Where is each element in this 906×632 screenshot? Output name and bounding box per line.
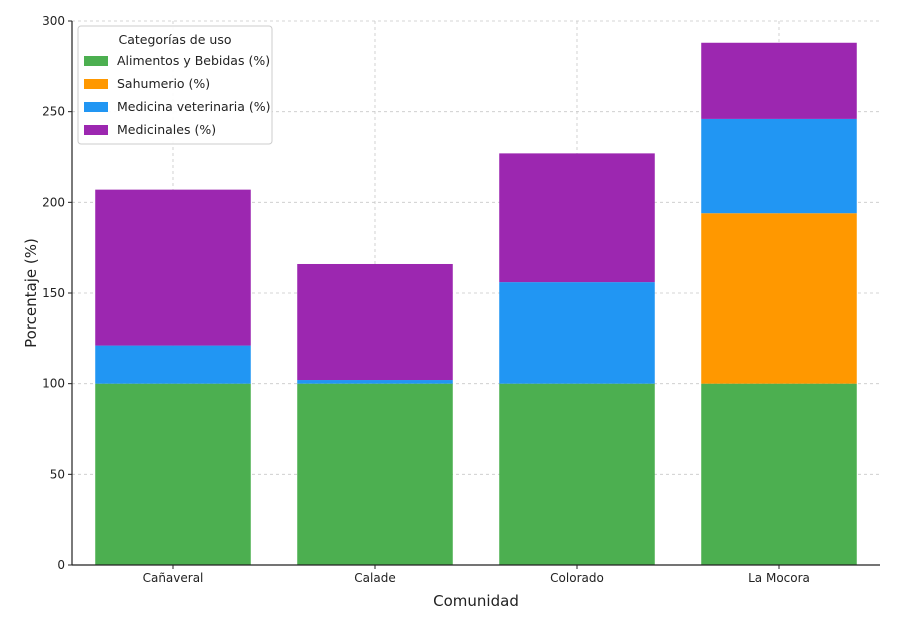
- legend-label: Medicinales (%): [117, 122, 216, 137]
- legend-label: Sahumerio (%): [117, 76, 210, 91]
- legend-swatch: [84, 125, 108, 135]
- legend-title: Categorías de uso: [118, 32, 231, 47]
- bar-segment: [499, 383, 655, 565]
- legend-label: Alimentos y Bebidas (%): [117, 53, 270, 68]
- bar-segment: [297, 263, 453, 381]
- bar-segment: [701, 118, 857, 214]
- legend-box: [77, 25, 273, 145]
- y-tick-label: 150: [42, 286, 65, 300]
- x-tick-label: Calade: [354, 571, 395, 585]
- x-tick-label: La Mocora: [748, 571, 810, 585]
- bar-segment: [499, 282, 655, 384]
- y-axis-title: Porcentaje (%): [22, 238, 40, 348]
- y-tick-label: 100: [42, 377, 65, 391]
- bar-segment: [499, 153, 655, 283]
- y-tick-label: 50: [50, 467, 65, 481]
- legend-swatch: [84, 102, 108, 112]
- bar-segment: [297, 383, 453, 565]
- bar-segment: [95, 189, 251, 346]
- y-ticks: 0 50 100 150 200 250 300: [42, 14, 72, 572]
- legend-swatch: [84, 56, 108, 66]
- y-tick-label: 300: [42, 14, 65, 28]
- x-tick-label: Cañaveral: [143, 571, 204, 585]
- bar-segment: [701, 213, 857, 384]
- bars: [95, 42, 857, 565]
- y-tick-label: 0: [57, 558, 65, 572]
- bar-segment: [701, 383, 857, 565]
- y-tick-label: 250: [42, 105, 65, 119]
- legend-swatch: [84, 79, 108, 89]
- legend-label: Medicina veterinaria (%): [117, 99, 271, 114]
- legend-items: Alimentos y Bebidas (%) Sahumerio (%) Medi…: [84, 53, 271, 137]
- bar-segment: [701, 42, 857, 119]
- bar-segment: [95, 345, 251, 384]
- x-axis-title: Comunidad: [433, 592, 519, 610]
- legend: Categorías de uso Alimentos y Bebidas (%…: [77, 25, 273, 145]
- bar-segment: [95, 383, 251, 565]
- bar-segment: [297, 380, 453, 384]
- x-ticks: Cañaveral Calade Colorado La Mocora: [143, 565, 810, 585]
- x-tick-label: Colorado: [550, 571, 604, 585]
- y-tick-label: 200: [42, 195, 65, 209]
